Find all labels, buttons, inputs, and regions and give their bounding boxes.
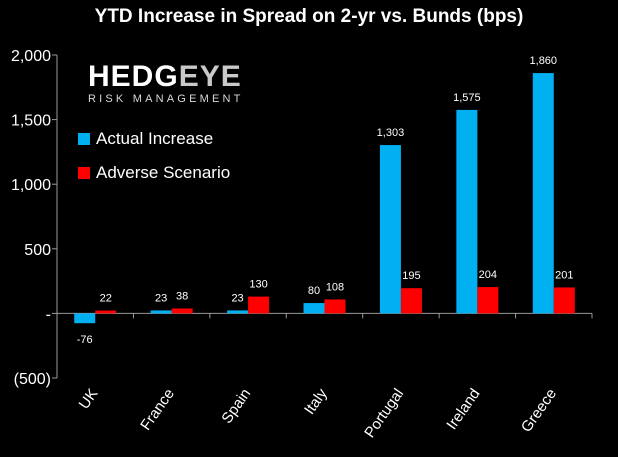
bar-actual-increase xyxy=(227,310,249,314)
legend-swatch-actual xyxy=(78,133,90,145)
logo-wordmark: HEDGEYE xyxy=(88,62,244,92)
legend-swatch-adverse xyxy=(78,167,90,179)
bar-adverse-scenario xyxy=(171,308,193,314)
data-label: 130 xyxy=(249,279,267,291)
logo-subtitle: RISK MANAGEMENT xyxy=(88,93,244,105)
legend-label-adverse: Adverse Scenario xyxy=(96,163,231,182)
bar-actual-increase xyxy=(379,145,401,314)
legend-label-actual: Actual Increase xyxy=(96,129,214,148)
y-tick-label: - xyxy=(46,306,51,323)
y-tick-label: 2,000 xyxy=(11,48,51,65)
legend: Actual Increase Adverse Scenario xyxy=(78,122,230,190)
bar-actual-increase xyxy=(532,73,554,314)
data-label: 201 xyxy=(555,269,573,281)
bar-adverse-scenario xyxy=(477,287,499,314)
data-label: 108 xyxy=(326,281,344,293)
bar-actual-increase xyxy=(456,109,478,314)
x-tick-label: UK xyxy=(76,386,102,413)
x-tick-label: Italy xyxy=(301,385,331,418)
data-label: 22 xyxy=(100,293,112,305)
bar-adverse-scenario xyxy=(324,299,346,314)
x-tick-label: Spain xyxy=(218,386,254,427)
bar-actual-increase xyxy=(150,310,172,314)
data-label: 38 xyxy=(176,290,188,302)
bar-actual-increase xyxy=(303,303,325,314)
x-tick-label: Portugal xyxy=(361,386,407,442)
y-tick-label: 1,500 xyxy=(11,113,51,130)
legend-item-actual: Actual Increase xyxy=(78,122,230,156)
legend-item-adverse: Adverse Scenario xyxy=(78,156,230,190)
data-label: 1,860 xyxy=(530,55,558,67)
bar-actual-increase xyxy=(74,313,96,324)
data-label: 23 xyxy=(231,292,243,304)
logo-brand-eye: EYE xyxy=(178,60,242,93)
data-label: 195 xyxy=(402,270,420,282)
data-label: -76 xyxy=(77,334,93,346)
hedgeye-logo: HEDGEYE RISK MANAGEMENT xyxy=(88,62,244,106)
data-label: 1,575 xyxy=(453,92,481,104)
chart-title: YTD Increase in Spread on 2-yr vs. Bunds… xyxy=(94,6,524,27)
data-label: 23 xyxy=(155,292,167,304)
x-tick-label: Greece xyxy=(518,386,560,436)
logo-brand-main: HEDG xyxy=(88,60,179,93)
bar-adverse-scenario xyxy=(553,287,575,314)
y-tick-label: 1,000 xyxy=(11,177,51,194)
y-tick-label: 500 xyxy=(24,242,51,259)
bar-adverse-scenario xyxy=(95,310,117,314)
x-tick-label: France xyxy=(137,386,178,434)
data-label: 204 xyxy=(479,269,497,281)
data-label: 80 xyxy=(308,285,320,297)
x-tick-label: Ireland xyxy=(443,386,483,433)
y-tick-label: (500) xyxy=(14,371,51,388)
bar-adverse-scenario xyxy=(400,288,422,314)
data-label: 1,303 xyxy=(377,127,405,139)
bar-adverse-scenario xyxy=(248,296,270,314)
